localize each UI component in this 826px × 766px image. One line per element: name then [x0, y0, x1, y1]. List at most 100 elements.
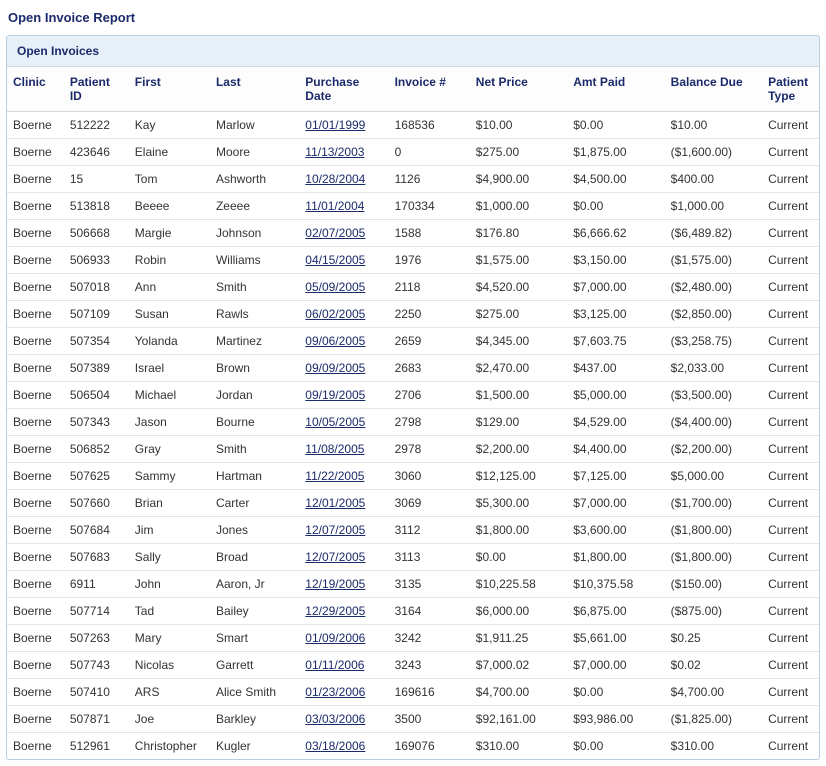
purchase-date-link[interactable]: 01/23/2006	[305, 685, 365, 699]
col-last[interactable]: Last	[210, 67, 299, 112]
col-patient-type[interactable]: Patient Type	[762, 67, 819, 112]
cell-amt-paid: $1,875.00	[567, 139, 664, 166]
cell-purchase-date[interactable]: 01/01/1999	[299, 112, 388, 139]
cell-clinic: Boerne	[7, 328, 64, 355]
cell-patient-id: 512961	[64, 733, 129, 760]
cell-balance-due: ($3,500.00)	[665, 382, 762, 409]
cell-last: Marlow	[210, 112, 299, 139]
cell-invoice-no: 169616	[389, 679, 470, 706]
cell-patient-id: 15	[64, 166, 129, 193]
cell-balance-due: $10.00	[665, 112, 762, 139]
cell-patient-type: Current	[762, 193, 819, 220]
cell-first: Ann	[129, 274, 210, 301]
purchase-date-link[interactable]: 01/01/1999	[305, 118, 365, 132]
cell-purchase-date[interactable]: 06/02/2005	[299, 301, 388, 328]
col-purchase-date[interactable]: Purchase Date	[299, 67, 388, 112]
cell-patient-type: Current	[762, 409, 819, 436]
cell-patient-type: Current	[762, 733, 819, 760]
cell-purchase-date[interactable]: 12/19/2005	[299, 571, 388, 598]
purchase-date-link[interactable]: 12/07/2005	[305, 550, 365, 564]
cell-purchase-date[interactable]: 01/09/2006	[299, 625, 388, 652]
cell-amt-paid: $5,000.00	[567, 382, 664, 409]
purchase-date-link[interactable]: 12/01/2005	[305, 496, 365, 510]
cell-purchase-date[interactable]: 11/22/2005	[299, 463, 388, 490]
cell-balance-due: ($1,800.00)	[665, 544, 762, 571]
cell-amt-paid: $0.00	[567, 112, 664, 139]
col-invoice-no[interactable]: Invoice #	[389, 67, 470, 112]
purchase-date-link[interactable]: 11/13/2003	[305, 145, 364, 159]
cell-purchase-date[interactable]: 02/07/2005	[299, 220, 388, 247]
cell-patient-id: 423646	[64, 139, 129, 166]
purchase-date-link[interactable]: 05/09/2005	[305, 280, 365, 294]
panel-title: Open Invoices	[7, 36, 819, 67]
purchase-date-link[interactable]: 06/02/2005	[305, 307, 365, 321]
cell-purchase-date[interactable]: 01/11/2006	[299, 652, 388, 679]
cell-purchase-date[interactable]: 03/18/2006	[299, 733, 388, 760]
cell-clinic: Boerne	[7, 652, 64, 679]
cell-invoice-no: 3500	[389, 706, 470, 733]
col-first[interactable]: First	[129, 67, 210, 112]
cell-purchase-date[interactable]: 12/07/2005	[299, 517, 388, 544]
cell-purchase-date[interactable]: 03/03/2006	[299, 706, 388, 733]
cell-balance-due: $2,033.00	[665, 355, 762, 382]
purchase-date-link[interactable]: 12/19/2005	[305, 577, 365, 591]
cell-balance-due: ($6,489.82)	[665, 220, 762, 247]
cell-first: Jason	[129, 409, 210, 436]
table-row: Boerne506852GraySmith11/08/20052978$2,20…	[7, 436, 819, 463]
purchase-date-link[interactable]: 12/07/2005	[305, 523, 365, 537]
cell-first: ARS	[129, 679, 210, 706]
purchase-date-link[interactable]: 09/09/2005	[305, 361, 365, 375]
purchase-date-link[interactable]: 03/18/2006	[305, 739, 365, 753]
purchase-date-link[interactable]: 10/05/2005	[305, 415, 365, 429]
purchase-date-link[interactable]: 11/22/2005	[305, 469, 364, 483]
purchase-date-link[interactable]: 02/07/2005	[305, 226, 365, 240]
cell-patient-id: 507389	[64, 355, 129, 382]
cell-purchase-date[interactable]: 12/01/2005	[299, 490, 388, 517]
purchase-date-link[interactable]: 12/29/2005	[305, 604, 365, 618]
cell-first: Beeee	[129, 193, 210, 220]
cell-purchase-date[interactable]: 01/23/2006	[299, 679, 388, 706]
cell-last: Brown	[210, 355, 299, 382]
cell-amt-paid: $0.00	[567, 733, 664, 760]
cell-first: Margie	[129, 220, 210, 247]
cell-purchase-date[interactable]: 11/13/2003	[299, 139, 388, 166]
cell-clinic: Boerne	[7, 274, 64, 301]
cell-purchase-date[interactable]: 04/15/2005	[299, 247, 388, 274]
cell-purchase-date[interactable]: 12/29/2005	[299, 598, 388, 625]
cell-balance-due: ($2,200.00)	[665, 436, 762, 463]
cell-patient-type: Current	[762, 220, 819, 247]
cell-purchase-date[interactable]: 05/09/2005	[299, 274, 388, 301]
cell-purchase-date[interactable]: 11/01/2004	[299, 193, 388, 220]
cell-purchase-date[interactable]: 12/07/2005	[299, 544, 388, 571]
cell-invoice-no: 3069	[389, 490, 470, 517]
col-clinic[interactable]: Clinic	[7, 67, 64, 112]
col-patient-id[interactable]: Patient ID	[64, 67, 129, 112]
cell-purchase-date[interactable]: 09/06/2005	[299, 328, 388, 355]
cell-purchase-date[interactable]: 10/28/2004	[299, 166, 388, 193]
purchase-date-link[interactable]: 04/15/2005	[305, 253, 365, 267]
cell-net-price: $2,470.00	[470, 355, 567, 382]
cell-purchase-date[interactable]: 11/08/2005	[299, 436, 388, 463]
cell-purchase-date[interactable]: 09/09/2005	[299, 355, 388, 382]
cell-net-price: $275.00	[470, 139, 567, 166]
cell-invoice-no: 2706	[389, 382, 470, 409]
purchase-date-link[interactable]: 11/08/2005	[305, 442, 364, 456]
cell-clinic: Boerne	[7, 679, 64, 706]
cell-purchase-date[interactable]: 09/19/2005	[299, 382, 388, 409]
col-balance-due[interactable]: Balance Due	[665, 67, 762, 112]
table-row: Boerne506504MichaelJordan09/19/20052706$…	[7, 382, 819, 409]
cell-patient-id: 507684	[64, 517, 129, 544]
purchase-date-link[interactable]: 11/01/2004	[305, 199, 364, 213]
purchase-date-link[interactable]: 01/11/2006	[305, 658, 364, 672]
cell-balance-due: $0.02	[665, 652, 762, 679]
cell-patient-id: 507354	[64, 328, 129, 355]
table-row: Boerne507683SallyBroad12/07/20053113$0.0…	[7, 544, 819, 571]
purchase-date-link[interactable]: 09/06/2005	[305, 334, 365, 348]
col-amt-paid[interactable]: Amt Paid	[567, 67, 664, 112]
cell-purchase-date[interactable]: 10/05/2005	[299, 409, 388, 436]
purchase-date-link[interactable]: 01/09/2006	[305, 631, 365, 645]
purchase-date-link[interactable]: 10/28/2004	[305, 172, 365, 186]
purchase-date-link[interactable]: 09/19/2005	[305, 388, 365, 402]
col-net-price[interactable]: Net Price	[470, 67, 567, 112]
purchase-date-link[interactable]: 03/03/2006	[305, 712, 365, 726]
